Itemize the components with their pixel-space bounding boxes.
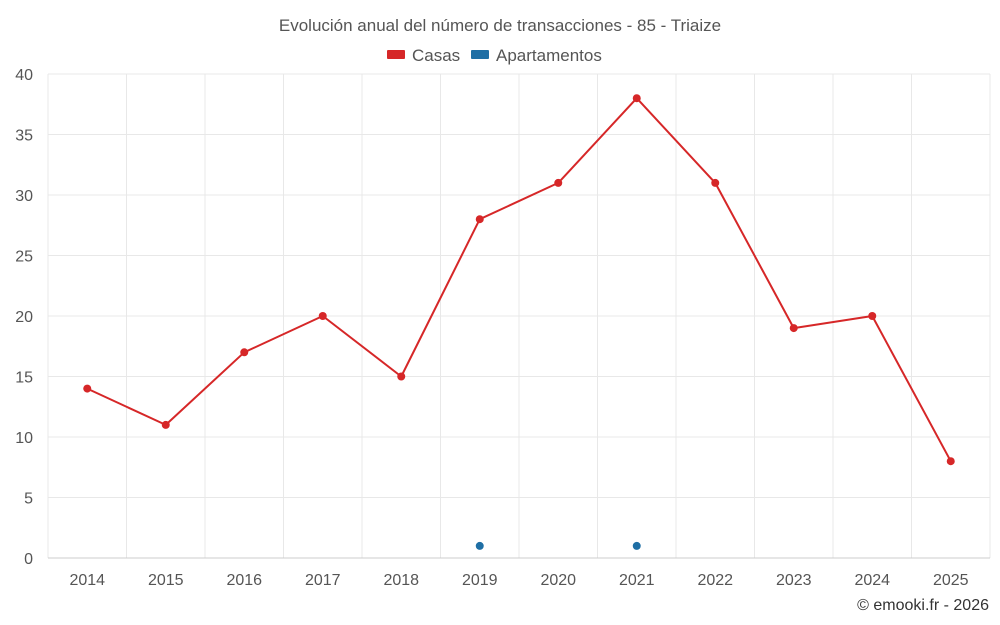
legend-label-apartamentos: Apartamentos xyxy=(496,46,602,65)
data-point-casas-2022[interactable] xyxy=(711,178,720,187)
data-point-casas-2017[interactable] xyxy=(318,312,327,320)
y-tick-label: 20 xyxy=(15,309,33,326)
x-tick-label: 2022 xyxy=(697,572,733,589)
legend-swatch-casas xyxy=(387,50,405,59)
y-tick-label: 10 xyxy=(15,430,33,447)
series-casas xyxy=(83,94,955,466)
x-tick-label: 2025 xyxy=(933,572,969,589)
series-apartamentos xyxy=(475,541,641,550)
x-tick-label: 2021 xyxy=(619,572,655,589)
y-tick-label: 40 xyxy=(15,67,33,84)
x-tick-label: 2017 xyxy=(305,572,341,589)
x-axis-ticks: 2014 2015 2016 2017 2018 2019 2020 2021 2022 2023… xyxy=(69,572,968,589)
legend-swatch-apartamentos xyxy=(471,50,489,59)
data-point-casas-2025[interactable] xyxy=(946,457,955,466)
x-tick-label: 2024 xyxy=(854,572,890,589)
x-tick-label: 2020 xyxy=(540,572,576,589)
series-layer xyxy=(83,94,955,550)
x-gridlines xyxy=(47,74,991,558)
legend-label-casas: Casas xyxy=(412,46,460,65)
y-tick-label: 25 xyxy=(15,249,33,266)
y-tick-label: 30 xyxy=(15,188,33,205)
y-tick-label: 5 xyxy=(24,491,33,508)
chart-title: Evolución anual del número de transaccio… xyxy=(279,16,721,35)
legend-item-apartamentos[interactable]: Apartamentos xyxy=(471,46,602,65)
data-point-casas-2024[interactable] xyxy=(868,312,877,320)
y-tick-label: 0 xyxy=(24,551,33,568)
x-tick-label: 2016 xyxy=(226,572,262,589)
data-point-casas-2018[interactable] xyxy=(397,372,406,381)
y-tick-label: 35 xyxy=(15,128,33,145)
legend: Casas Apartamentos xyxy=(387,46,602,65)
data-point-casas-2016[interactable] xyxy=(240,348,249,357)
x-tick-label: 2015 xyxy=(148,572,184,589)
credit-text: © emooki.fr - 2026 xyxy=(857,597,989,614)
data-point-casas-2023[interactable] xyxy=(789,324,798,333)
data-point-casas-2015[interactable] xyxy=(161,420,170,429)
series-line-casas xyxy=(86,97,952,462)
data-point-casas-2019[interactable] xyxy=(475,215,484,224)
x-tick-label: 2019 xyxy=(462,572,498,589)
legend-item-casas[interactable]: Casas xyxy=(387,46,460,65)
x-tick-label: 2018 xyxy=(383,572,419,589)
data-point-apartamentos-2019[interactable] xyxy=(475,541,484,550)
y-axis-ticks: 0 5 10 15 20 25 30 35 40 xyxy=(15,67,33,568)
data-point-casas-2021[interactable] xyxy=(632,94,641,103)
data-point-casas-2014[interactable] xyxy=(83,384,92,393)
data-point-apartamentos-2021[interactable] xyxy=(632,541,641,550)
data-point-casas-2020[interactable] xyxy=(554,178,563,187)
y-tick-label: 15 xyxy=(15,370,33,387)
x-tick-label: 2023 xyxy=(776,572,812,589)
x-tick-label: 2014 xyxy=(69,572,105,589)
